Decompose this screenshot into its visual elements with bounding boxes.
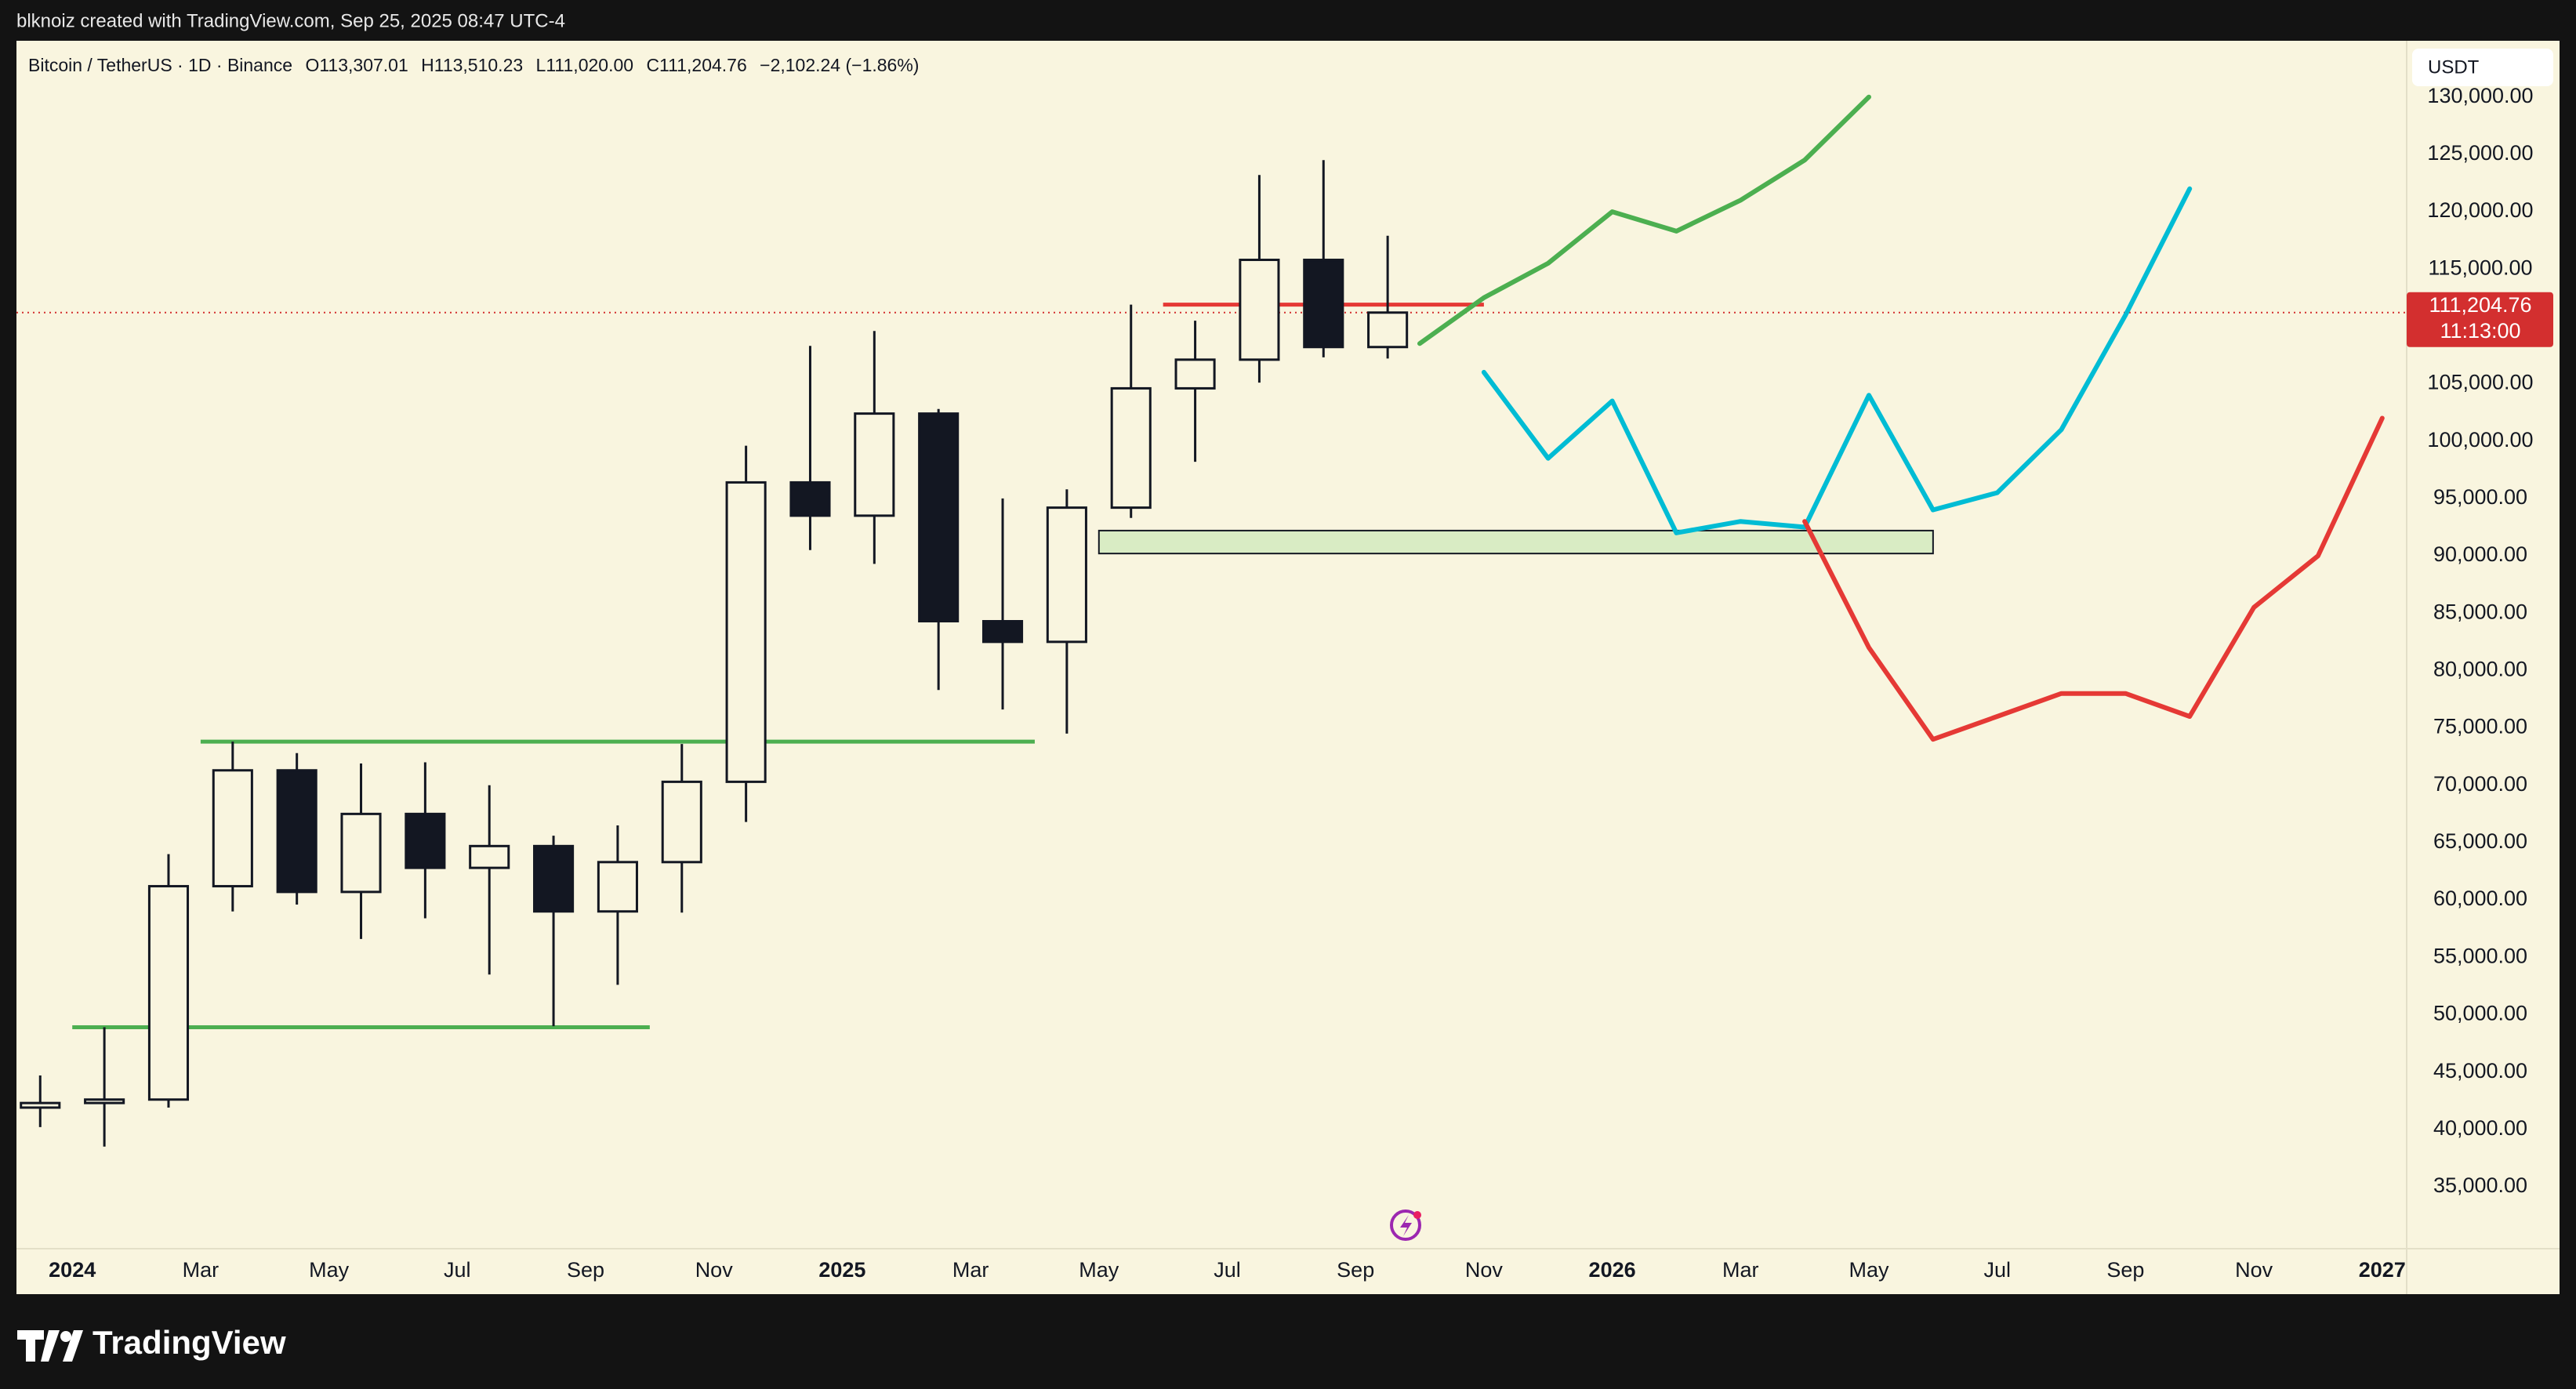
candle-body xyxy=(1046,506,1087,644)
candle-body xyxy=(84,1098,125,1104)
x-tick-label: May xyxy=(1079,1258,1119,1282)
lightning-icon[interactable] xyxy=(1390,1209,1421,1241)
candle-body xyxy=(1367,311,1409,349)
x-tick-label: Mar xyxy=(183,1258,220,1282)
x-tick-label: Nov xyxy=(2235,1258,2273,1282)
last-price-box xyxy=(2407,292,2553,347)
y-tick-label: 65,000.00 xyxy=(2433,829,2527,853)
candle-body xyxy=(981,619,1024,644)
x-tick-label: Nov xyxy=(1465,1258,1504,1282)
x-tick-label: Mar xyxy=(952,1258,989,1282)
x-tick-label: May xyxy=(309,1258,350,1282)
candle-body xyxy=(918,412,960,622)
projection-line xyxy=(1417,94,1871,346)
tradingview-logo: TradingView xyxy=(17,1324,286,1362)
notification-dot xyxy=(1413,1211,1421,1219)
y-tick-label: 115,000.00 xyxy=(2428,256,2532,279)
support-zone xyxy=(1098,529,1934,555)
x-tick-label: 2025 xyxy=(818,1258,865,1282)
close: C111,204.76 xyxy=(646,55,746,75)
countdown: 11:13:00 xyxy=(2440,319,2520,343)
y-tick-label: 85,000.00 xyxy=(2433,600,2527,623)
currency[interactable]: USDT xyxy=(2428,56,2480,78)
y-tick-label: 35,000.00 xyxy=(2433,1173,2527,1197)
candle-body xyxy=(789,481,831,517)
x-tick-label: Sep xyxy=(2106,1258,2144,1282)
candle-body xyxy=(854,412,895,517)
x-tick-label: Sep xyxy=(567,1258,604,1282)
x-tick-label: 2026 xyxy=(1589,1258,1636,1282)
x-tick-label: 2024 xyxy=(49,1258,96,1282)
y-tick-label: 125,000.00 xyxy=(2427,141,2533,165)
y-tick-label: 100,000.00 xyxy=(2427,428,2533,452)
candle-body xyxy=(340,812,382,894)
candle-body xyxy=(661,780,702,864)
candle-body xyxy=(597,861,638,913)
chart-background xyxy=(16,41,2560,1294)
y-tick-label: 95,000.00 xyxy=(2433,485,2527,509)
lightning-bolt xyxy=(1400,1215,1412,1236)
x-tick-label: Nov xyxy=(695,1258,734,1282)
candle-body xyxy=(1174,358,1216,390)
logo-mark xyxy=(63,1330,83,1362)
candle-body xyxy=(1303,259,1344,349)
x-tick-label: 2027 xyxy=(2359,1258,2406,1282)
x-tick-label: Jul xyxy=(444,1258,471,1282)
y-tick-label: 70,000.00 xyxy=(2433,772,2527,796)
low: L111,020.00 xyxy=(536,55,634,75)
x-tick-label: May xyxy=(1849,1258,1889,1282)
last-price-label: 111,204.76 xyxy=(2429,293,2531,317)
x-tick-label: Jul xyxy=(1983,1258,2011,1282)
y-tick-label: 60,000.00 xyxy=(2433,887,2527,910)
y-tick-label: 130,000.00 xyxy=(2427,84,2533,107)
plot xyxy=(16,94,2407,1147)
logo-dot xyxy=(60,1331,71,1342)
y-tick-label: 90,000.00 xyxy=(2433,542,2527,566)
credit: blknoiz created with TradingView.com, Se… xyxy=(16,10,565,31)
y-tick-label: 40,000.00 xyxy=(2433,1116,2527,1140)
candle-body xyxy=(212,769,253,888)
y-tick-label: 80,000.00 xyxy=(2433,658,2527,681)
y-tick-label: 120,000.00 xyxy=(2427,198,2533,222)
candle-body xyxy=(1110,386,1152,510)
legend: Bitcoin / TetherUS · 1D · Binance O113,3… xyxy=(28,55,919,75)
change: −2,102.24 (−1.86%) xyxy=(760,55,919,75)
candle-body xyxy=(20,1101,61,1109)
high: H113,510.23 xyxy=(421,55,523,75)
x-tick-label: Jul xyxy=(1214,1258,1241,1282)
symbol: Bitcoin / TetherUS · 1D · Binance xyxy=(28,55,292,75)
candle-body xyxy=(276,769,317,894)
y-tick-label: 75,000.00 xyxy=(2433,715,2527,738)
candle-body xyxy=(725,481,767,783)
projection-line xyxy=(1481,186,2193,535)
candle-body xyxy=(405,812,446,869)
currency-box[interactable] xyxy=(2412,49,2553,86)
candle-body xyxy=(147,885,190,1101)
y-tick-label: 55,000.00 xyxy=(2433,944,2527,967)
candle-body xyxy=(1239,259,1280,361)
y-tick-label: 45,000.00 xyxy=(2433,1059,2527,1083)
logo-mark xyxy=(17,1330,60,1362)
watermark: TradingView xyxy=(93,1324,286,1361)
y-tick-label: 50,000.00 xyxy=(2433,1002,2527,1025)
candle-body xyxy=(469,844,510,869)
projection-line xyxy=(1802,415,2385,742)
x-tick-label: Mar xyxy=(1722,1258,1759,1282)
y-tick-label: 105,000.00 xyxy=(2427,371,2533,394)
open: O113,307.01 xyxy=(305,55,408,75)
x-tick-label: Sep xyxy=(1337,1258,1374,1282)
candle-body xyxy=(533,844,575,913)
